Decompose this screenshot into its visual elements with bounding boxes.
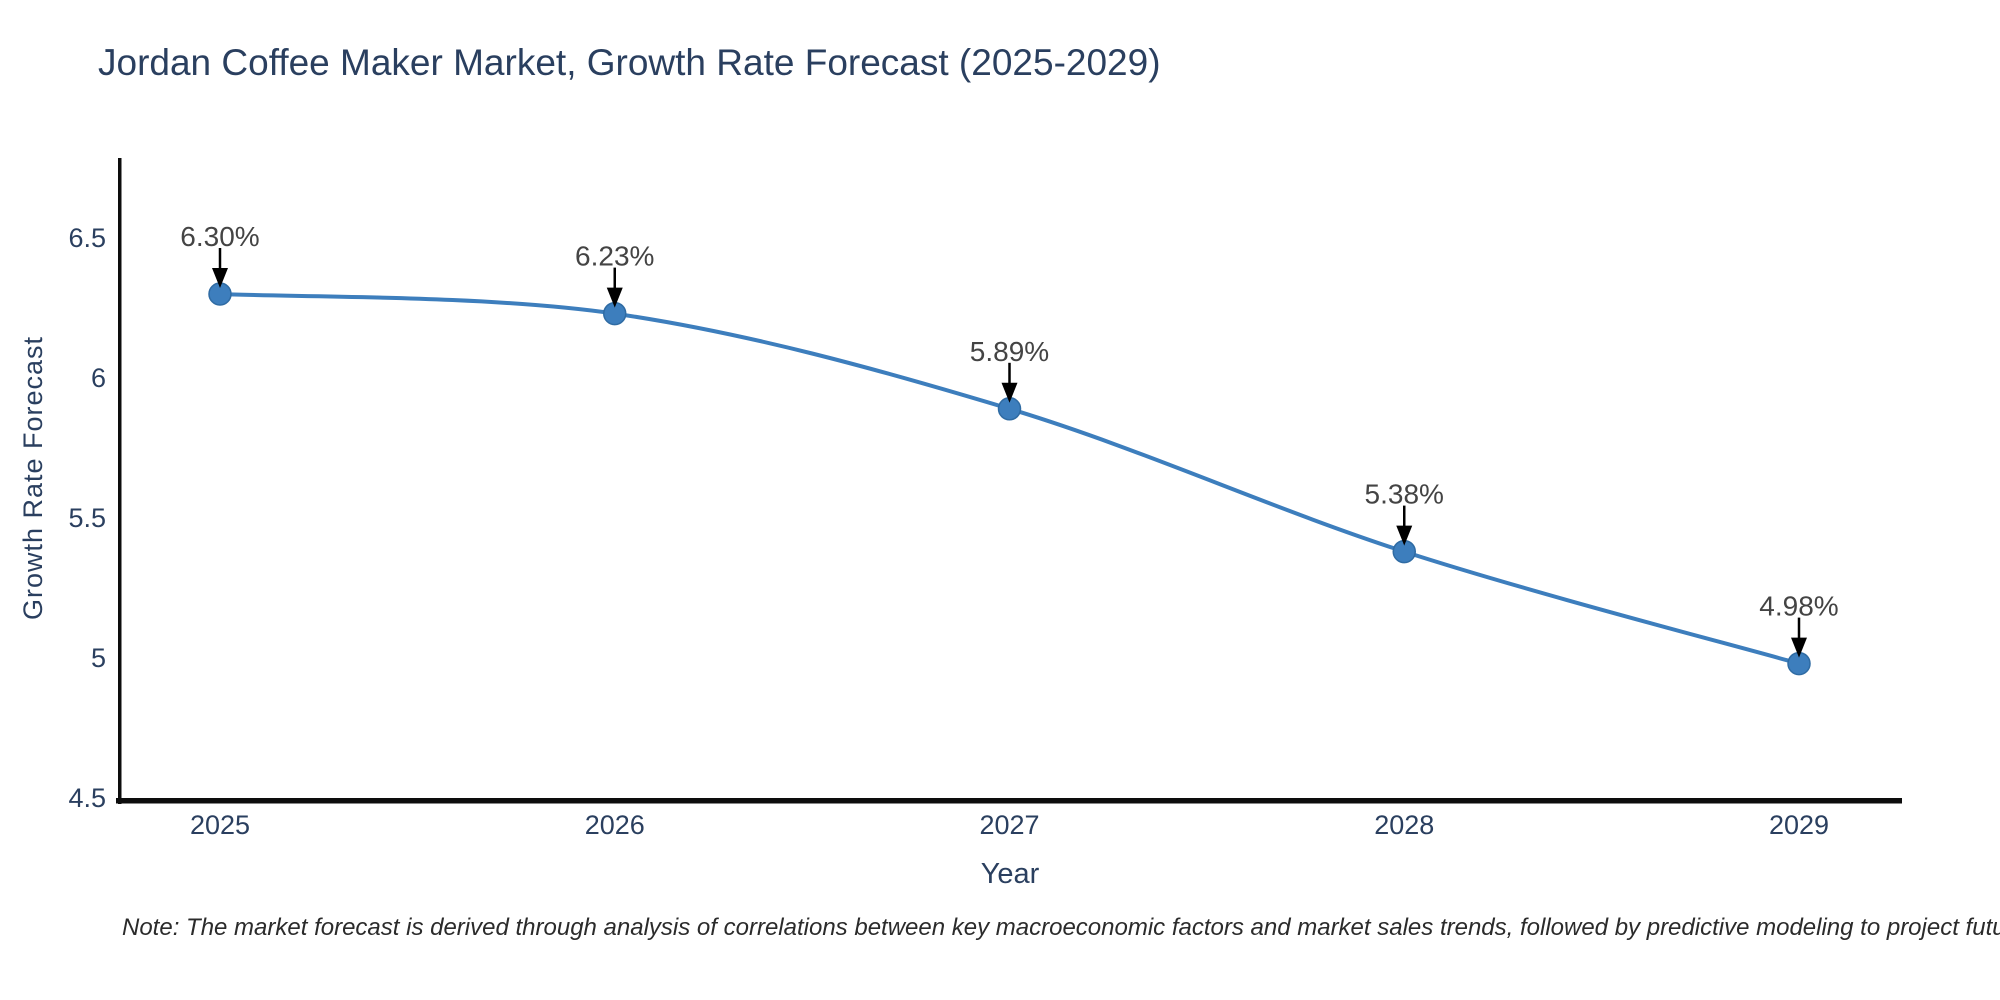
x-tick-label: 2025 bbox=[190, 810, 250, 840]
y-axis-line bbox=[118, 158, 122, 804]
footnote: Note: The market forecast is derived thr… bbox=[122, 914, 2000, 941]
y-tick-label: 6 bbox=[91, 363, 106, 393]
x-tick-label: 2028 bbox=[1374, 810, 1434, 840]
x-tick-label: 2026 bbox=[585, 810, 645, 840]
x-axis-title: Year bbox=[980, 858, 1040, 890]
x-tick-label: 2029 bbox=[1769, 810, 1829, 840]
annotation-arrowhead-icon bbox=[606, 287, 623, 308]
x-tick-label: 2027 bbox=[979, 810, 1039, 840]
annotation-arrowhead-icon bbox=[1001, 382, 1018, 403]
annotation-arrowhead-icon bbox=[1791, 637, 1807, 658]
chart-title: Jordan Coffee Maker Market, Growth Rate … bbox=[98, 42, 1161, 83]
point-annotation: 5.89% bbox=[970, 336, 1049, 367]
y-tick-label: 6.5 bbox=[68, 223, 106, 253]
point-annotation: 6.23% bbox=[575, 241, 654, 272]
annotation-arrowhead-icon bbox=[212, 268, 228, 288]
y-tick-label: 5.5 bbox=[68, 503, 106, 533]
y-tick-label: 5 bbox=[91, 643, 106, 673]
x-axis-line bbox=[116, 798, 1902, 804]
point-annotation: 6.30% bbox=[180, 221, 259, 252]
point-annotation: 5.38% bbox=[1365, 479, 1444, 510]
y-tick-label: 4.5 bbox=[68, 783, 106, 813]
point-annotation: 4.98% bbox=[1759, 591, 1838, 622]
annotation-arrowhead-icon bbox=[1396, 525, 1413, 546]
